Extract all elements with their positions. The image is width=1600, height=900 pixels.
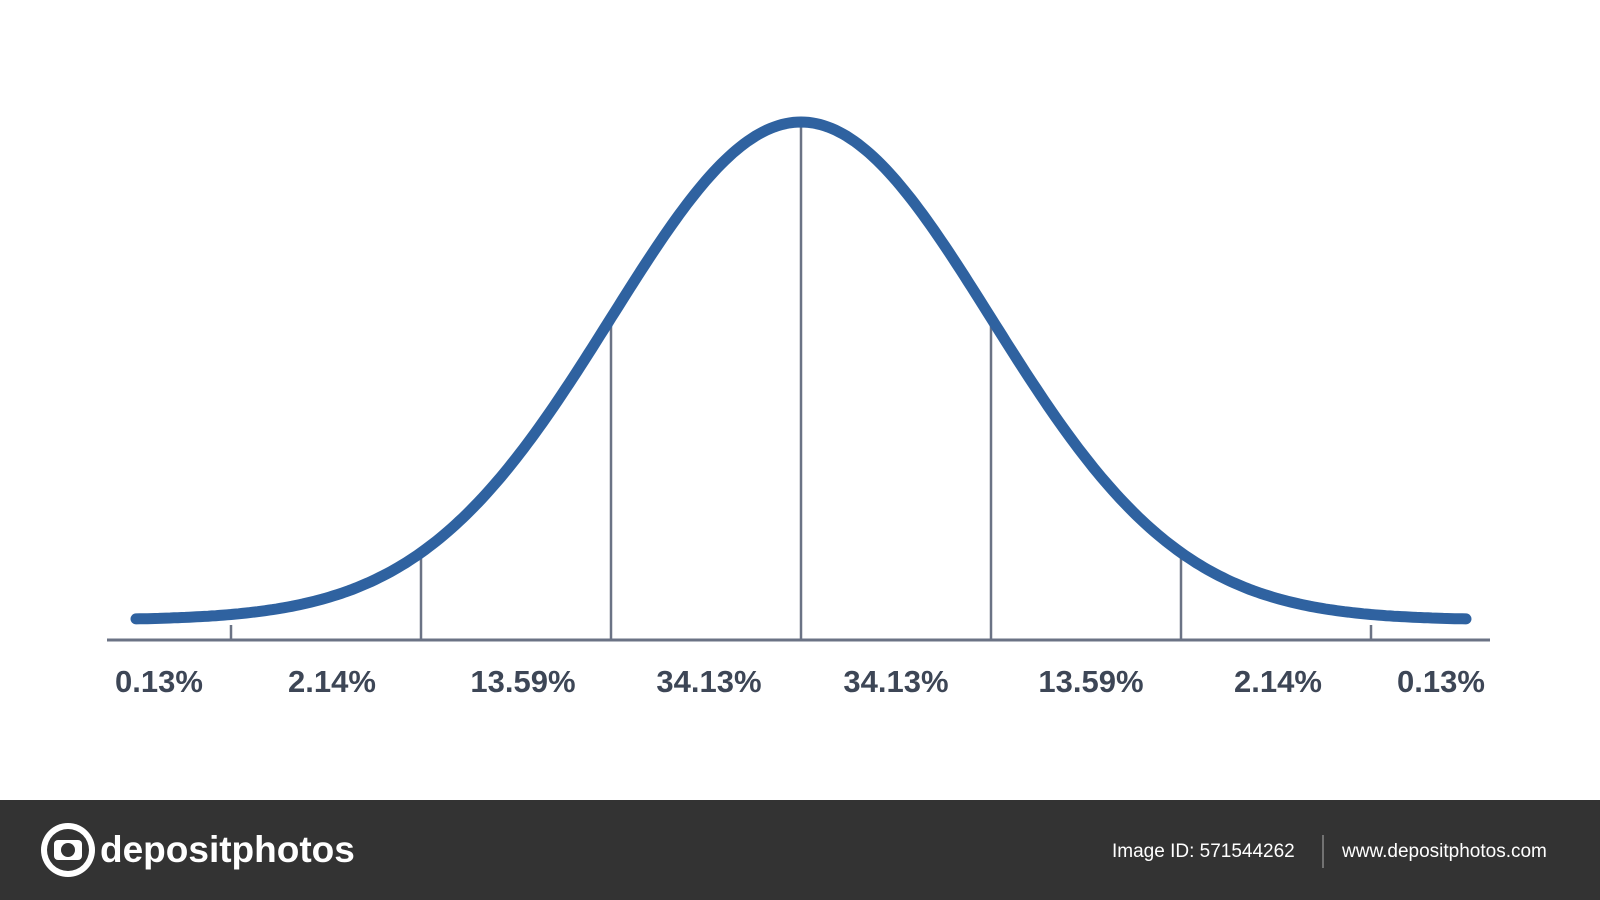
region-percentage: 2.14% (1234, 664, 1322, 699)
footer-bar (0, 800, 1600, 900)
region-percentage: 0.13% (1397, 664, 1485, 699)
region-percentage: 0.13% (115, 664, 203, 699)
region-percentage: 34.13% (656, 664, 761, 699)
region-percentage: 34.13% (843, 664, 948, 699)
image-id: Image ID: 571544262 (1112, 841, 1295, 862)
region-percentage: 13.59% (1038, 664, 1143, 699)
bell-curve-diagram: 0.13% 2.14% 13.59% 34.13% 34.13% 13.59% 2.14% 0… (107, 116, 1490, 699)
region-percentage: 13.59% (470, 664, 575, 699)
site-url: www.depositphotos.com (1341, 841, 1547, 862)
brand-name: depositphotos (100, 829, 355, 870)
region-percentage: 2.14% (288, 664, 376, 699)
brand-logo (41, 823, 95, 877)
bell-curve (130, 116, 1472, 625)
